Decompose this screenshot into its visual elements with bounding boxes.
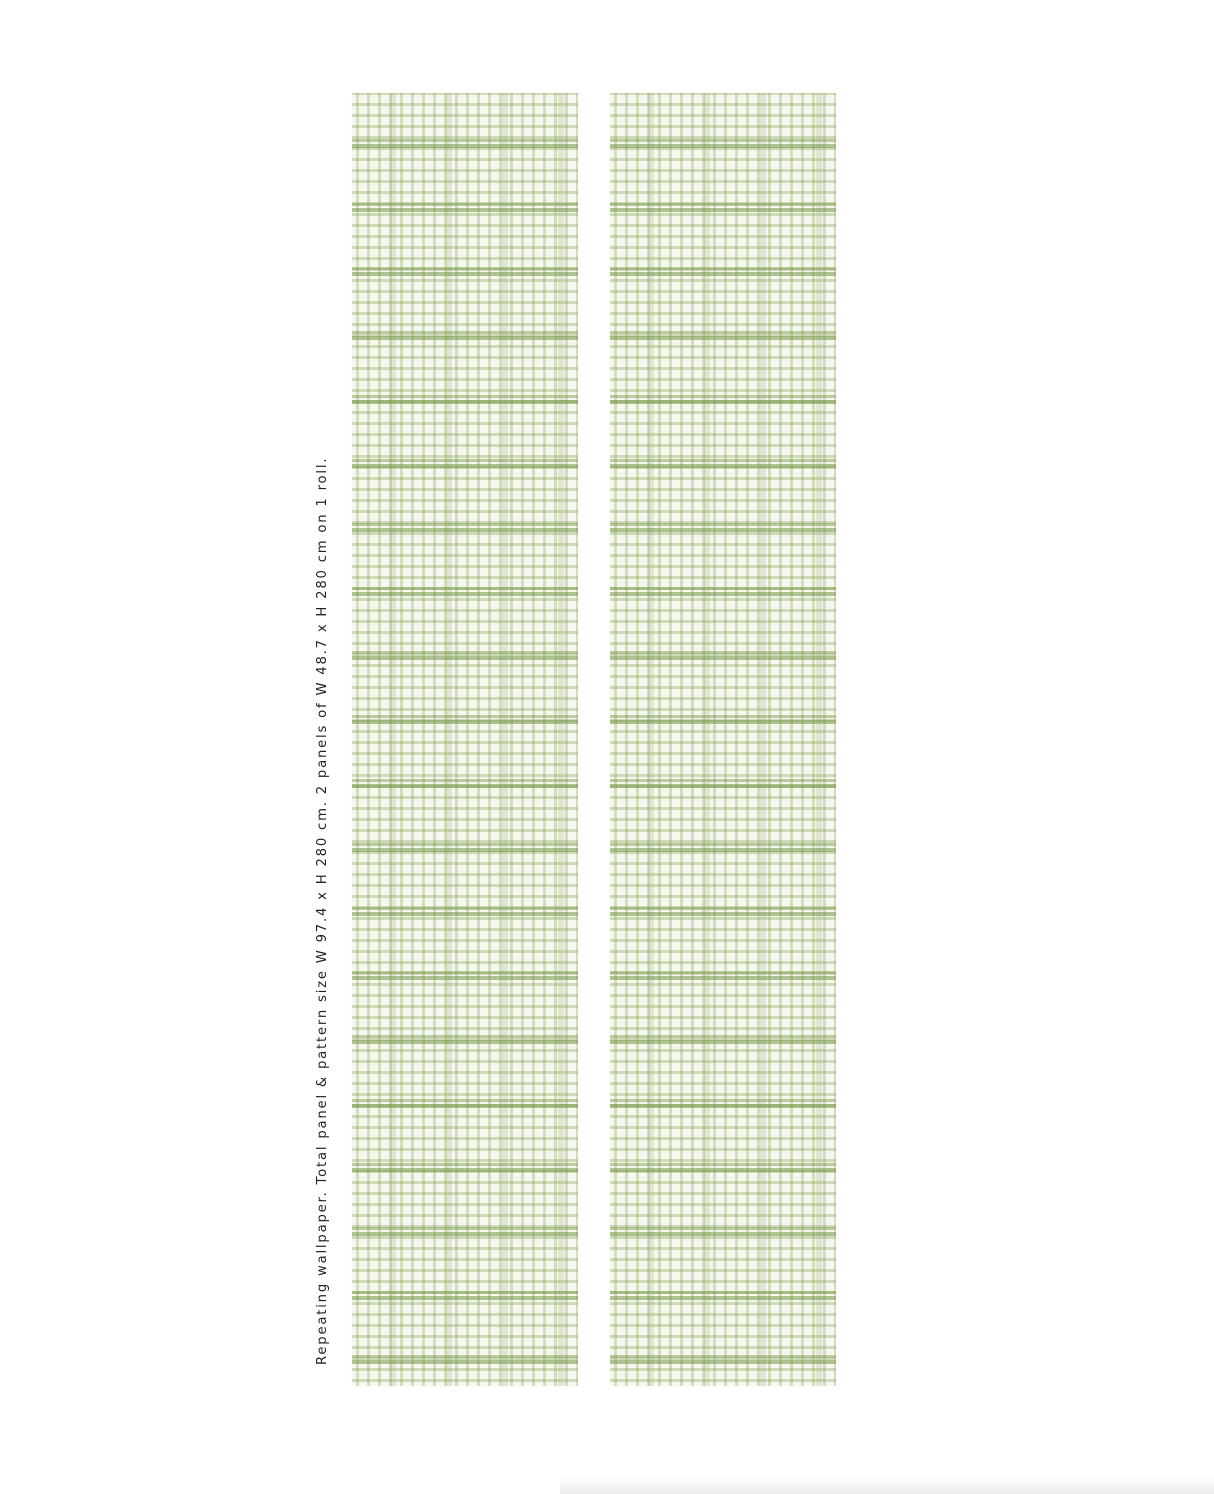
wallpaper-panel-left (352, 93, 578, 1386)
bottom-edge-shadow (560, 1476, 1214, 1494)
wallpaper-panel-right (610, 93, 836, 1386)
wallpaper-size-caption: Repeating wallpaper. Total panel & patte… (315, 456, 330, 1365)
